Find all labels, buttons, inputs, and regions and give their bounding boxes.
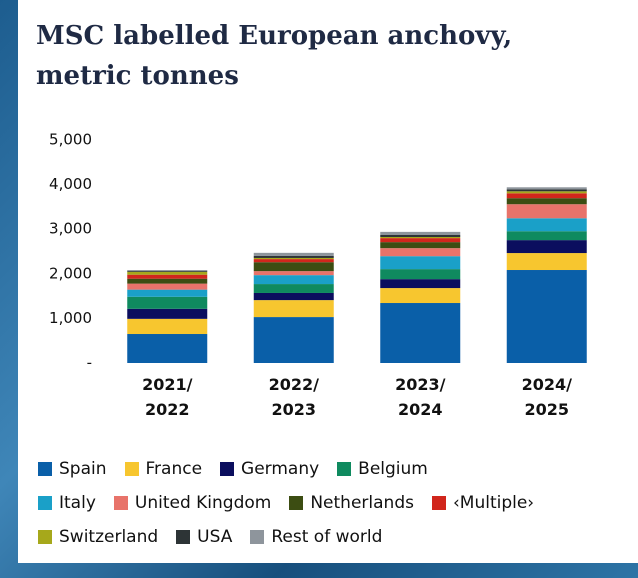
legend-item: Spain <box>38 459 107 479</box>
bar-segment <box>127 274 208 279</box>
legend-item: Belgium <box>337 459 428 479</box>
bar-segment <box>506 189 587 192</box>
bar-segment <box>253 317 334 363</box>
legend-swatch <box>289 496 304 510</box>
legend-label: Italy <box>59 493 96 513</box>
legend-label: Spain <box>59 459 107 479</box>
y-tick-label: 2,000 <box>49 264 92 282</box>
legend-item: USA <box>176 527 232 547</box>
bar-segment <box>380 234 461 238</box>
bar-segment <box>253 259 334 263</box>
bar-segment <box>380 242 461 249</box>
legend-row: Spain France Germany Belgium <box>38 452 552 486</box>
bar-segment <box>380 288 461 304</box>
x-tick-label: 2021/ 2022 <box>142 375 193 419</box>
bar-segment <box>506 231 587 241</box>
legend-item: Switzerland <box>38 527 158 547</box>
legend-swatch <box>337 462 352 476</box>
legend-label: Belgium <box>358 459 428 479</box>
bar-segment <box>380 248 461 257</box>
y-tick-label: 5,000 <box>49 131 92 149</box>
bar-segment <box>506 218 587 232</box>
legend-swatch <box>124 462 139 476</box>
bar-segment <box>127 318 208 335</box>
y-tick-label: 1,000 <box>49 309 92 327</box>
legend-swatch <box>38 530 52 544</box>
legend-label: Germany <box>241 459 320 479</box>
bar-segment <box>253 262 334 272</box>
bar-segment <box>127 271 208 275</box>
bar-segment <box>506 240 587 254</box>
legend-label: Netherlands <box>310 493 414 513</box>
legend-row: Italy United Kingdom Netherlands ‹Multiple› <box>38 486 552 520</box>
legend-swatch <box>38 462 52 476</box>
y-tick-label: - <box>87 354 92 372</box>
legend-label: USA <box>197 527 233 547</box>
y-tick-label: 4,000 <box>49 175 92 193</box>
bar-segment <box>127 308 208 319</box>
bar-segment <box>380 303 461 363</box>
bar-segment <box>506 253 587 271</box>
legend-swatch <box>38 496 52 510</box>
bar-segment <box>506 193 587 199</box>
bar-segment <box>253 257 334 260</box>
legend-swatch <box>113 496 128 510</box>
bar-segment <box>506 270 587 363</box>
bar-segment <box>253 275 334 285</box>
legend-label: France <box>145 459 203 479</box>
legend-swatch <box>431 496 446 510</box>
bar-segment <box>506 187 587 190</box>
legend-item: Rest of world <box>250 527 382 547</box>
x-tick-label: 2024/ 2025 <box>521 375 572 419</box>
legend-label: ‹Multiple› <box>452 493 535 513</box>
bar-segment <box>253 252 334 256</box>
bar-segment <box>506 204 587 219</box>
chart-title: MSC labelled European anchovy, metric to… <box>36 21 513 91</box>
legend-swatch <box>250 530 265 544</box>
bar-segment <box>380 238 461 243</box>
bar-segment <box>380 279 461 289</box>
legend-row: Switzerland USA Rest of world <box>38 520 552 554</box>
bar-segment <box>127 334 208 363</box>
legend-item: France <box>124 459 203 479</box>
bar-segment <box>127 270 208 271</box>
legend-item: Netherlands <box>289 493 414 513</box>
bar-segment <box>253 284 334 293</box>
bar-segment <box>127 289 208 297</box>
bar-segment <box>127 296 208 309</box>
bar-segment <box>127 270 208 272</box>
bar-segment <box>253 255 334 258</box>
bar-segment <box>506 191 587 194</box>
bar-segment <box>253 292 334 301</box>
bar-segment <box>127 283 208 290</box>
legend-item: Germany <box>220 459 319 479</box>
bar-segment <box>253 300 334 318</box>
x-tick-label: 2022/ 2023 <box>268 375 319 419</box>
bar-segment <box>506 198 587 205</box>
bar-segment <box>253 271 334 276</box>
bar-segment <box>380 256 461 270</box>
bar-segment <box>380 237 461 239</box>
legend-label: United Kingdom <box>134 493 272 513</box>
bar-segment <box>127 278 208 284</box>
legend-label: Switzerland <box>59 527 159 547</box>
legend: Spain France Germany Belgium Italy United Kin… <box>38 452 552 554</box>
legend-item: United Kingdom <box>113 493 272 513</box>
y-tick-label: 3,000 <box>49 220 92 238</box>
bar-segment <box>380 231 461 235</box>
legend-swatch <box>176 530 191 544</box>
legend-swatch <box>220 462 235 476</box>
bar-segment <box>380 269 461 280</box>
legend-item: Italy <box>38 493 96 513</box>
x-tick-label: 2023/ 2024 <box>395 375 446 419</box>
legend-label: Rest of world <box>271 527 383 547</box>
legend-item: ‹Multiple› <box>431 493 535 513</box>
